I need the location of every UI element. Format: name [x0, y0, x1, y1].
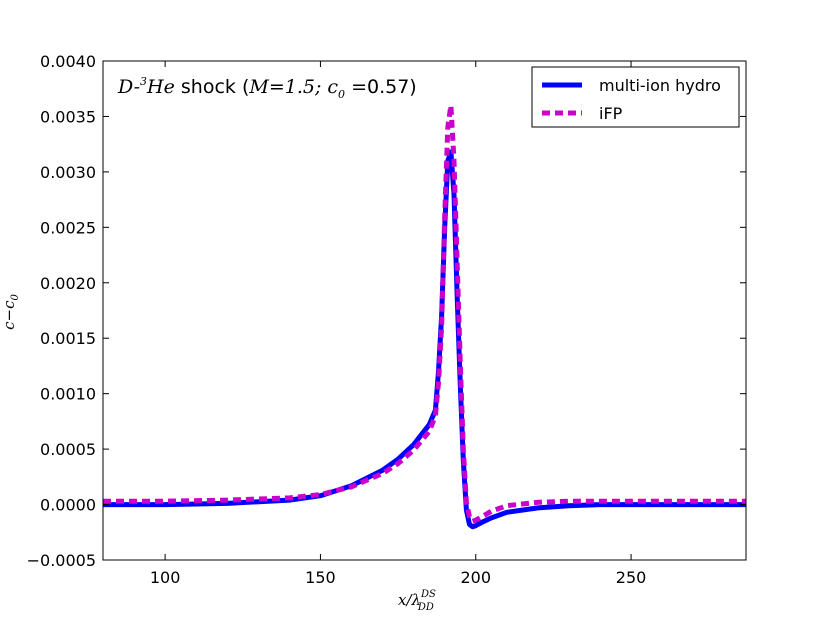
legend: multi-ion hydro iFP: [531, 66, 740, 128]
y-tick-label: 0.0035: [40, 107, 96, 126]
x-axis-label-sup: DS: [420, 589, 436, 600]
y-axis-label-main: c−c: [0, 300, 18, 330]
y-tick-label: 0.0020: [40, 274, 96, 293]
legend-label-hydro: multi-ion hydro: [599, 76, 721, 95]
plot-frame: [102, 60, 747, 561]
x-tick-label: 250: [616, 568, 647, 587]
y-tick-label: −0.0005: [27, 551, 96, 570]
title-species: D-: [117, 76, 140, 98]
x-axis-label-sub: DD: [417, 602, 434, 613]
title-mach: M=1.5; c: [248, 76, 338, 98]
y-tick-label: 0.0000: [40, 496, 96, 515]
chart-title: D-3He shock (M=1.5; c0 =0.57): [117, 75, 417, 101]
ticks-layer: 100 150 200 250 −0.0005 0.0000 0.0005 0.0010 0.0…: [27, 52, 746, 587]
x-tick-label: 150: [305, 568, 336, 587]
title-species-sup: 3: [140, 75, 147, 88]
title-species-end: He: [146, 76, 175, 98]
y-tick-label: 0.0005: [40, 440, 96, 459]
y-tick-label: 0.0040: [40, 52, 96, 71]
x-tick-label: 100: [150, 568, 181, 587]
legend-label-ifp: iFP: [599, 104, 623, 123]
y-tick-label: 0.0010: [40, 385, 96, 404]
y-tick-label: 0.0015: [40, 329, 96, 348]
y-tick-label: 0.0030: [40, 163, 96, 182]
y-axis-label: c−c0: [0, 294, 21, 330]
title-conc: =0.57): [345, 76, 417, 98]
series-layer: [103, 102, 746, 530]
x-axis-label-main: x/λ: [398, 591, 421, 609]
title-mach-sub: 0: [338, 88, 345, 101]
x-tick-label: 200: [460, 568, 491, 587]
x-axis-label: x/λDS DD: [398, 589, 436, 613]
series-line-0: [103, 149, 746, 530]
y-axis-label-sub: 0: [10, 294, 21, 301]
y-tick-label: 0.0025: [40, 218, 96, 237]
title-word: shock (: [175, 76, 250, 98]
series-line-1: [103, 102, 746, 524]
legend-box: [531, 66, 740, 128]
